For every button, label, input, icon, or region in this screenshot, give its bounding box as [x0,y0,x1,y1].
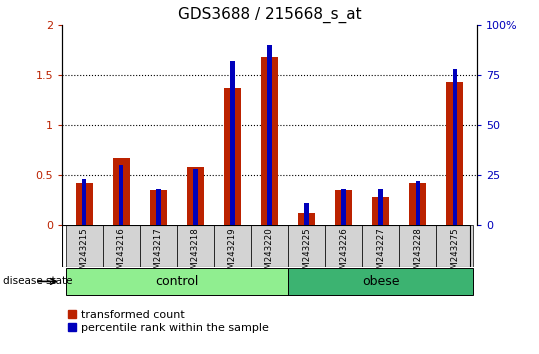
Text: control: control [155,275,198,288]
Bar [113,158,129,225]
Bar [416,181,420,225]
Bar [335,190,352,225]
Text: GSM243219: GSM243219 [228,227,237,280]
Bar [193,169,198,225]
Bar [150,190,167,225]
Bar [103,225,140,267]
Bar [288,225,325,267]
Text: GSM243216: GSM243216 [117,227,126,280]
Bar [214,225,251,267]
Text: disease state: disease state [3,276,72,286]
Bar [372,197,389,225]
Bar [224,88,241,225]
Bar [177,225,214,267]
Bar [119,165,123,225]
Bar [362,225,399,267]
Text: GSM243226: GSM243226 [339,227,348,280]
Bar [325,225,362,267]
Legend: transformed count, percentile rank within the sample: transformed count, percentile rank withi… [67,310,269,333]
Bar [66,225,103,267]
Text: GSM243218: GSM243218 [191,227,200,280]
Bar [140,225,177,267]
Bar [298,213,315,225]
Bar [76,183,93,225]
Bar [446,82,463,225]
Bar [267,45,272,225]
Bar [410,183,426,225]
Bar [66,268,288,295]
Title: GDS3688 / 215668_s_at: GDS3688 / 215668_s_at [178,7,361,23]
Bar [453,69,457,225]
Text: GSM243228: GSM243228 [413,227,422,280]
Bar [399,225,436,267]
Bar [251,225,288,267]
Bar [436,225,473,267]
Bar [378,189,383,225]
Text: GSM243227: GSM243227 [376,227,385,280]
Text: GSM243220: GSM243220 [265,227,274,280]
Text: GSM243275: GSM243275 [450,227,459,280]
Bar [288,268,473,295]
Bar [82,179,86,225]
Bar [305,203,309,225]
Bar [156,189,161,225]
Bar [187,167,204,225]
Text: GSM243225: GSM243225 [302,227,311,280]
Text: obese: obese [362,275,399,288]
Text: GSM243215: GSM243215 [80,227,89,280]
Bar [261,57,278,225]
Text: GSM243217: GSM243217 [154,227,163,280]
Bar [341,189,346,225]
Bar [230,61,234,225]
